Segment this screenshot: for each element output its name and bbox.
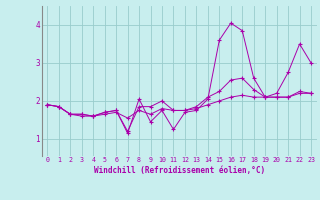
X-axis label: Windchill (Refroidissement éolien,°C): Windchill (Refroidissement éolien,°C) [94,166,265,175]
